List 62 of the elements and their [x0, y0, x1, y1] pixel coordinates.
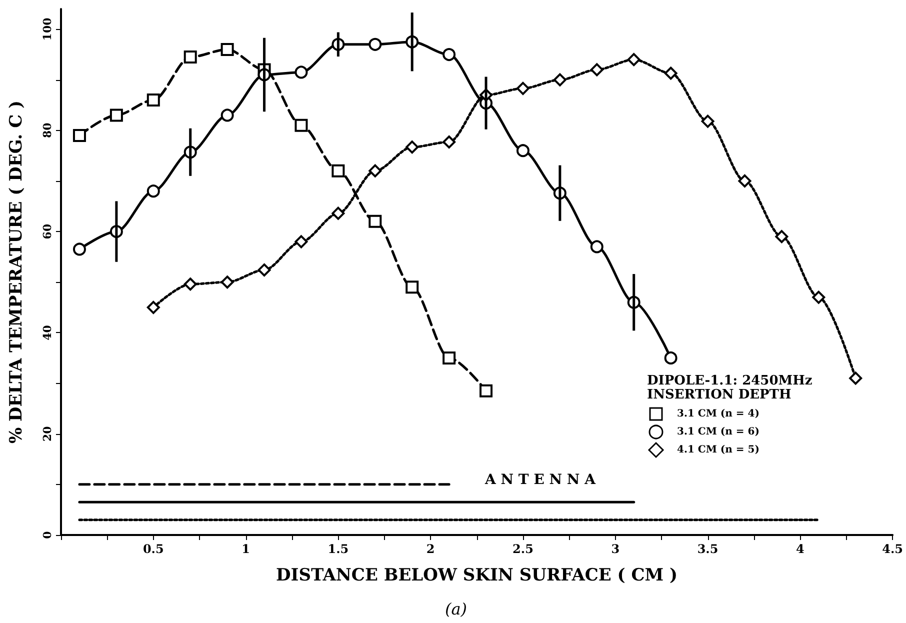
point: [184, 50, 197, 64]
x-tick-label: 2: [426, 542, 435, 556]
x-tick-label: 1: [242, 542, 250, 556]
point: [258, 263, 271, 276]
point: [146, 300, 160, 314]
point: [184, 278, 197, 291]
y-axis-title: % DELTA TEMPERATURE ( DEG. C ): [6, 100, 26, 444]
text: (a): [445, 600, 468, 618]
x-tick-label: 4: [796, 542, 804, 556]
point: [553, 73, 566, 86]
point: [590, 63, 604, 76]
point: [368, 214, 382, 228]
point: [812, 290, 826, 304]
legend-label: 4.1 CM (n = 5): [677, 444, 760, 456]
point: [332, 206, 345, 220]
point: [220, 42, 234, 56]
annotation: A N T E N N A: [484, 472, 597, 488]
point: [332, 164, 345, 178]
point: [442, 48, 456, 62]
y-tick-label: 100: [41, 17, 54, 41]
point: [516, 82, 530, 95]
point: [368, 164, 382, 178]
point: [849, 372, 862, 385]
point: [72, 128, 86, 142]
point: [442, 351, 456, 364]
point: [294, 235, 308, 248]
point: [368, 38, 382, 51]
point: [294, 118, 308, 132]
y-tick-label: 80: [41, 122, 54, 138]
x-tick-label: 0.5: [142, 542, 164, 556]
point: [480, 384, 493, 398]
point: [664, 66, 678, 80]
x-tick-label: 3: [611, 542, 620, 556]
legend-title: DIPOLE-1.1: 2450MHz INSERTION DEPTH: [647, 374, 812, 402]
x-tick-label: 3.5: [697, 542, 718, 556]
y-tick-label: 40: [41, 324, 54, 340]
point: [294, 66, 308, 79]
x-tick-label: 2.5: [512, 542, 534, 556]
point: [701, 114, 714, 128]
point: [664, 351, 678, 364]
point: [406, 140, 419, 154]
point: [406, 280, 419, 294]
point: [72, 242, 86, 256]
point: [590, 240, 604, 254]
point: [220, 108, 234, 122]
point: [220, 276, 234, 289]
point: [442, 136, 456, 149]
point: [110, 108, 123, 122]
legend-label: 3.1 CM (n = 6): [677, 426, 760, 438]
legend-label: 3.1 CM (n = 4): [677, 408, 760, 420]
y-tick-label: 20: [41, 426, 54, 442]
x-tick-label: 1.5: [328, 542, 349, 556]
point: [146, 94, 160, 107]
y-tick-label: 60: [41, 224, 54, 240]
point: [146, 184, 160, 198]
point: [775, 230, 788, 244]
x-axis-title: DISTANCE BELOW SKIN SURFACE ( CM ): [276, 566, 678, 586]
point: [738, 174, 752, 188]
point: [627, 53, 640, 66]
x-tick-label: 4.5: [882, 542, 904, 556]
y-tick-label: 0: [41, 530, 54, 539]
point: [516, 144, 530, 158]
